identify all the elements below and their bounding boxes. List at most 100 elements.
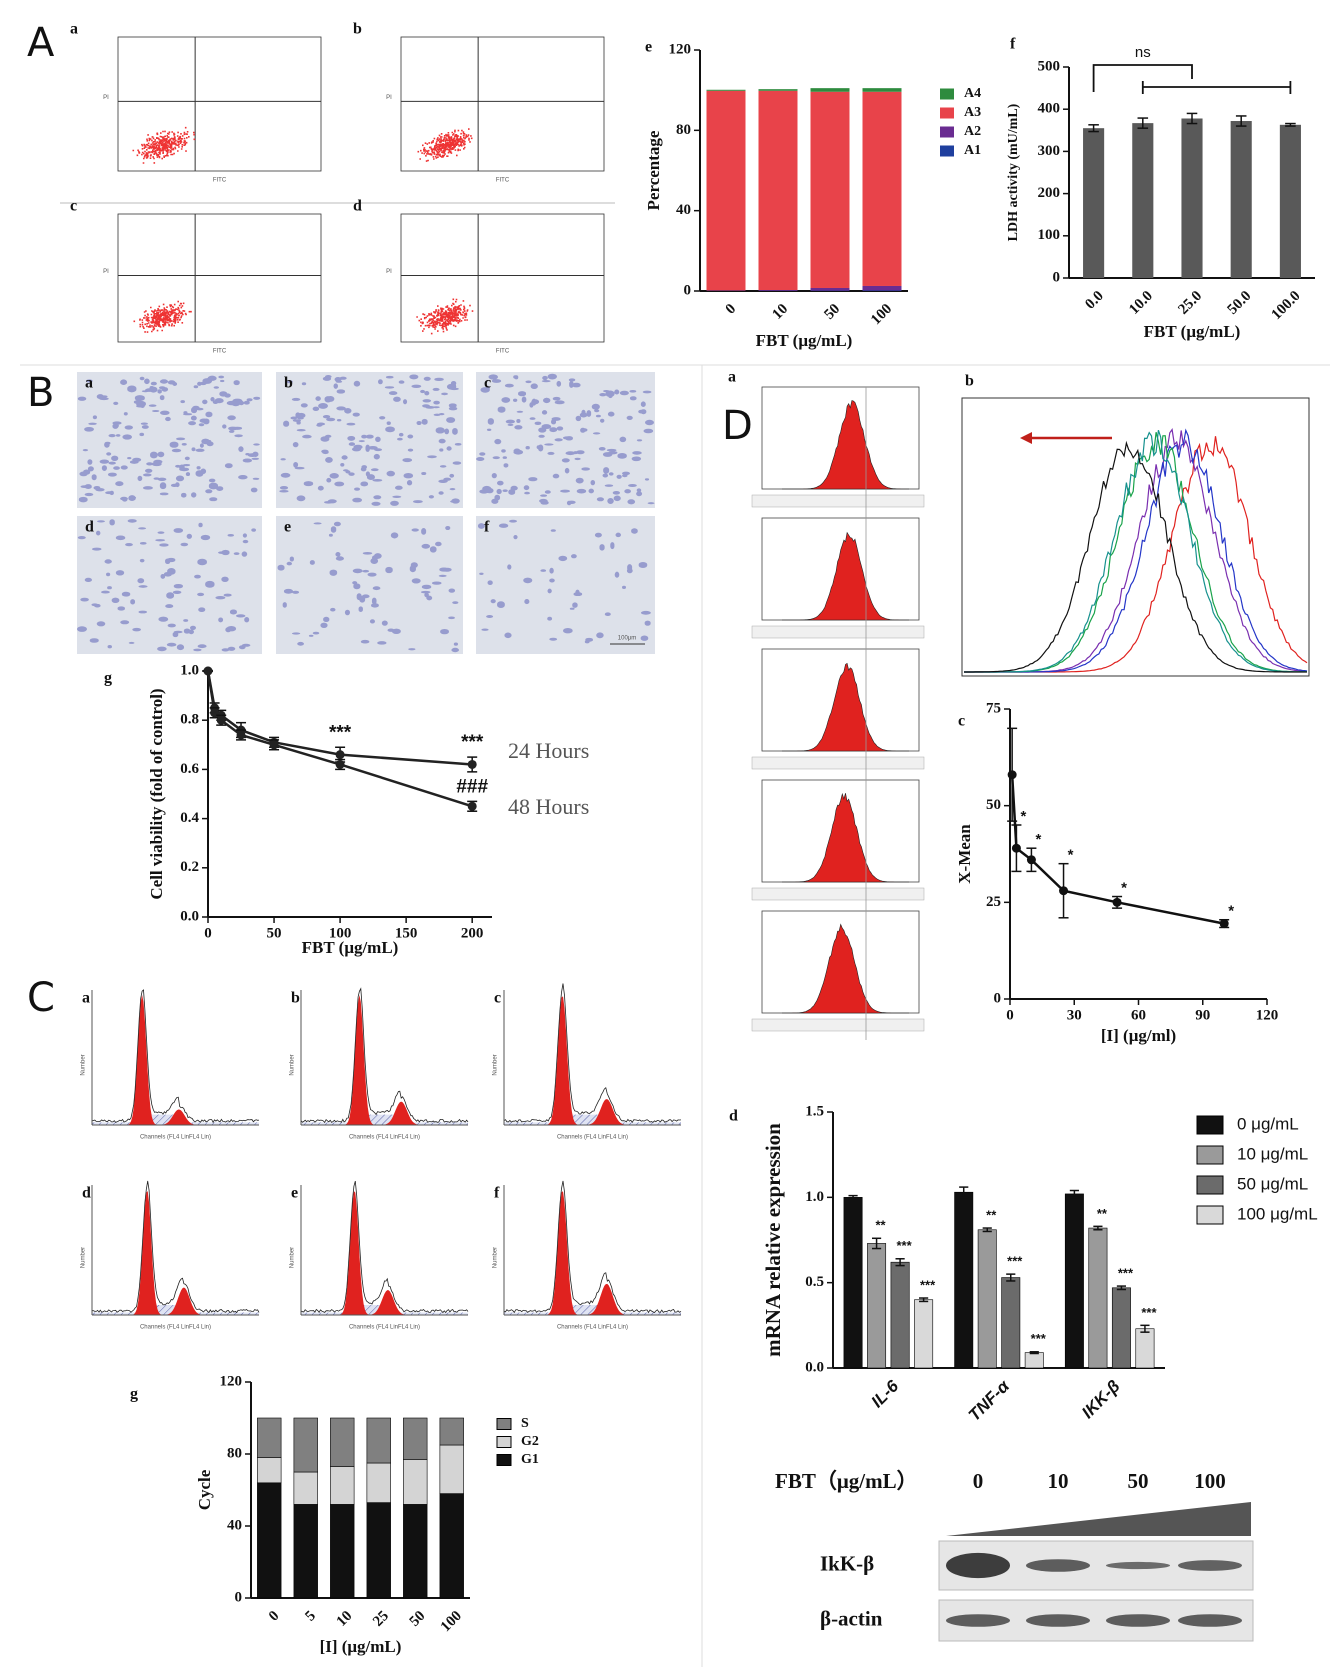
axis-label: Channels (FL4 LinFL4 Lin) [349, 1325, 420, 1331]
y-tick-label: 80 [227, 1445, 242, 1461]
micrograph [276, 516, 463, 654]
micrograph [276, 372, 463, 508]
bar [890, 1261, 910, 1369]
axis-label: Channels (FL4 LinFL4 Lin) [557, 1135, 628, 1141]
band [1026, 1614, 1090, 1627]
bar [1088, 1227, 1108, 1369]
significance: ns [1135, 44, 1151, 61]
outline [91, 989, 260, 1124]
bar [257, 1482, 282, 1599]
legend-label: A3 [964, 105, 981, 120]
image-label: b [284, 375, 293, 392]
cells [77, 375, 261, 503]
band-label: β-actin [820, 1606, 883, 1630]
image-label: b [291, 990, 300, 1007]
x-axis-label: FBT (μg/mL) [1144, 322, 1241, 341]
panel-letter: B [27, 370, 54, 416]
bar [439, 1493, 464, 1599]
micrograph [476, 516, 655, 654]
y-tick-label: 0 [235, 1589, 243, 1605]
dot-cloud [132, 126, 196, 164]
bar [293, 1417, 318, 1473]
bar [977, 1229, 997, 1369]
legend-swatch [1196, 1175, 1224, 1195]
x-tick-label: 150 [395, 925, 418, 941]
x-tick-label: 25.0 [1175, 288, 1205, 318]
significance: *** [896, 1238, 912, 1253]
band-label: IkK-β [820, 1551, 874, 1575]
chart-label: e [645, 39, 652, 56]
y-tick-label: 50 [986, 797, 1001, 813]
g-peaks [504, 996, 681, 1125]
point [467, 801, 477, 811]
legend-swatch [940, 88, 954, 100]
flow-axis-label: FITC [496, 178, 510, 184]
legend-swatch [940, 126, 954, 138]
point [216, 715, 226, 725]
bar [439, 1444, 464, 1494]
chart-label: g [104, 670, 112, 687]
x-tick-label: 0 [266, 1608, 283, 1625]
bracket [1141, 81, 1292, 94]
flow-axis-label: FITC [213, 178, 227, 184]
bar [862, 91, 902, 286]
bar [706, 90, 746, 291]
x-tick-label: 120 [1256, 1007, 1279, 1023]
image-label: c [494, 990, 501, 1007]
bar [1135, 1328, 1155, 1369]
bar [862, 290, 902, 291]
legend-label: G2 [521, 1434, 539, 1449]
y-tick-label: 0.2 [180, 859, 199, 875]
axis-label: Number [493, 1247, 499, 1268]
point [236, 730, 246, 740]
significance: ** [986, 1207, 997, 1222]
dose-label: 100 [1194, 1469, 1226, 1493]
bar [330, 1466, 355, 1505]
bar [257, 1417, 282, 1458]
legend-swatch [1196, 1145, 1224, 1165]
g-peaks [92, 1191, 259, 1315]
bar [1064, 1193, 1084, 1369]
outline [300, 1180, 469, 1314]
chart-label: f [1010, 36, 1016, 53]
overlay-curve [964, 430, 1307, 673]
significance: * [1035, 831, 1041, 848]
legend-label: A4 [964, 86, 981, 101]
legend-label: 0 μg/mL [1237, 1114, 1299, 1133]
y-tick-label: 400 [1038, 101, 1061, 117]
band [1178, 1560, 1242, 1571]
bar [330, 1504, 355, 1599]
bar [403, 1504, 428, 1599]
y-tick-label: 40 [227, 1517, 242, 1533]
bar [862, 88, 902, 92]
image-label: a [82, 990, 90, 1007]
bar [954, 1191, 974, 1369]
y-tick-label: 200 [1038, 185, 1061, 201]
overlay-curve [964, 440, 1307, 673]
y-tick-label: 0 [994, 990, 1002, 1006]
legend-label: S [521, 1416, 529, 1431]
image-label: f [494, 1185, 500, 1202]
y-tick-label: 40 [676, 202, 691, 218]
image-label: d [85, 519, 94, 536]
bar [1181, 118, 1203, 278]
bar [403, 1417, 428, 1460]
panel-letter: D [722, 403, 753, 449]
bar [366, 1462, 391, 1503]
image-label: c [70, 198, 77, 215]
y-axis-label: Cycle [195, 1469, 214, 1510]
legend-swatch [496, 1454, 512, 1466]
bar [867, 1243, 887, 1369]
dose-label: 0 [973, 1469, 984, 1493]
axis-label: Channels (FL4 LinFL4 Lin) [140, 1135, 211, 1141]
cells [76, 519, 256, 652]
chart-label: g [130, 1386, 138, 1403]
y-axis-label: LDH activity (mU/mL) [1006, 103, 1021, 241]
point [1219, 919, 1229, 929]
significance: *** [461, 732, 484, 753]
cells [279, 374, 462, 506]
outline [300, 987, 469, 1124]
histogram [782, 792, 909, 883]
y-tick-label: 80 [676, 122, 691, 138]
image-label: a [70, 21, 78, 38]
